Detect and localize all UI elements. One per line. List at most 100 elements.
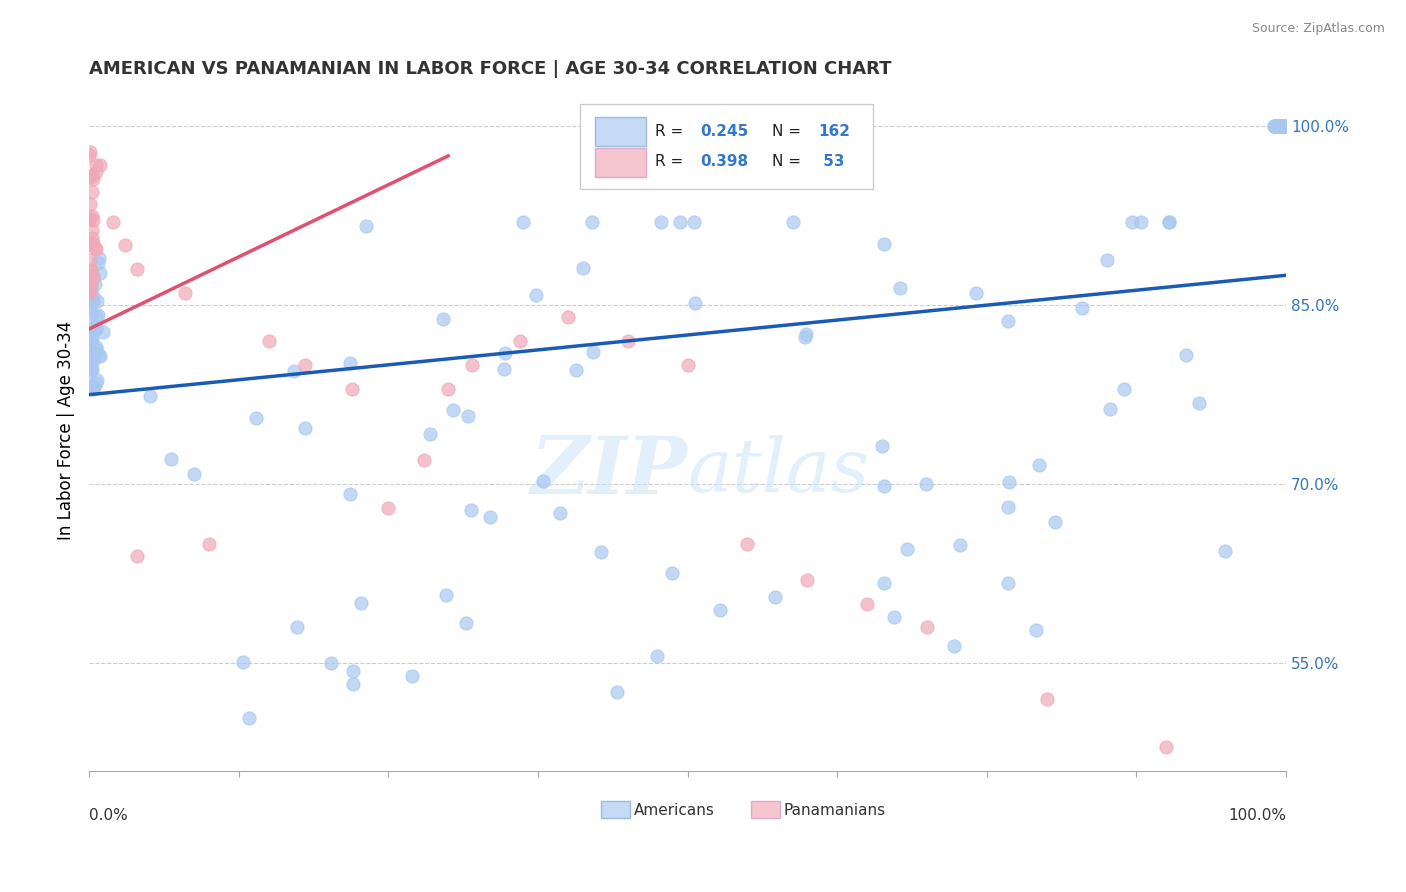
Point — [232, 655, 254, 669]
Point — [889, 281, 911, 295]
Point — [997, 314, 1019, 328]
Text: N =: N = — [772, 154, 807, 169]
Point — [1272, 119, 1295, 133]
Point — [86, 373, 108, 387]
Point — [1272, 119, 1295, 133]
Point — [1264, 119, 1286, 133]
Text: 0.245: 0.245 — [700, 124, 749, 138]
Point — [283, 364, 305, 378]
Point — [84, 243, 107, 257]
Point — [79, 145, 101, 159]
Point — [294, 358, 316, 372]
Point — [460, 502, 482, 516]
Point — [1263, 119, 1285, 133]
Point — [79, 285, 101, 300]
Point — [80, 263, 103, 277]
Point — [1099, 401, 1122, 416]
Point — [1188, 396, 1211, 410]
Point — [79, 307, 101, 321]
Point — [1270, 119, 1292, 133]
Point — [1265, 119, 1288, 133]
Point — [461, 358, 484, 372]
FancyBboxPatch shape — [595, 118, 645, 146]
Point — [82, 172, 104, 186]
Point — [77, 356, 100, 370]
Point — [685, 296, 707, 310]
Point — [582, 344, 605, 359]
Point — [1270, 119, 1292, 133]
Point — [80, 264, 103, 278]
Point — [82, 352, 104, 367]
Point — [80, 332, 103, 346]
Point — [80, 332, 103, 346]
Point — [856, 597, 879, 611]
Point — [245, 410, 267, 425]
Point — [87, 251, 110, 265]
Point — [197, 537, 219, 551]
Point — [79, 211, 101, 225]
Point — [1268, 119, 1291, 133]
Text: Americans: Americans — [634, 803, 714, 818]
Point — [949, 538, 972, 552]
Point — [77, 282, 100, 296]
Point — [494, 346, 516, 360]
Point — [79, 169, 101, 184]
Point — [82, 321, 104, 335]
Point — [1265, 119, 1288, 133]
Point — [997, 575, 1019, 590]
Point — [82, 271, 104, 285]
Point — [82, 289, 104, 303]
Point — [86, 342, 108, 356]
Point — [84, 376, 107, 391]
Point — [870, 438, 893, 452]
Point — [883, 610, 905, 624]
Point — [1271, 119, 1294, 133]
Point — [114, 238, 136, 252]
Point — [80, 169, 103, 184]
Point — [645, 648, 668, 663]
Point — [79, 286, 101, 301]
Point — [782, 214, 804, 228]
Point — [80, 295, 103, 310]
Point — [79, 237, 101, 252]
Point — [434, 588, 457, 602]
Point — [1267, 119, 1289, 133]
Point — [285, 620, 308, 634]
Point — [80, 280, 103, 294]
Point — [509, 334, 531, 348]
Point — [77, 237, 100, 252]
Point — [342, 382, 364, 396]
Text: R =: R = — [655, 124, 689, 138]
Point — [1274, 119, 1296, 133]
Point — [1264, 119, 1286, 133]
Y-axis label: In Labor Force | Age 30-34: In Labor Force | Age 30-34 — [58, 321, 75, 541]
Point — [80, 277, 103, 291]
Point — [82, 235, 104, 250]
Point — [533, 474, 555, 488]
Point — [84, 320, 107, 334]
Point — [84, 158, 107, 172]
Point — [238, 711, 260, 725]
Point — [80, 272, 103, 286]
Point — [1175, 348, 1198, 362]
Point — [84, 322, 107, 336]
Point — [737, 537, 759, 551]
Point — [942, 639, 965, 653]
Point — [709, 603, 731, 617]
Point — [683, 214, 706, 228]
Point — [80, 349, 103, 363]
Point — [896, 542, 918, 557]
Point — [80, 282, 103, 296]
Point — [1025, 624, 1047, 638]
Point — [650, 214, 672, 228]
Point — [1274, 119, 1296, 133]
Point — [1121, 214, 1143, 228]
Point — [1157, 214, 1180, 228]
Point — [676, 358, 699, 372]
FancyBboxPatch shape — [579, 103, 873, 189]
Point — [1114, 382, 1136, 396]
Point — [79, 283, 101, 297]
Point — [1272, 119, 1295, 133]
Point — [572, 260, 595, 275]
Text: R =: R = — [655, 154, 689, 169]
